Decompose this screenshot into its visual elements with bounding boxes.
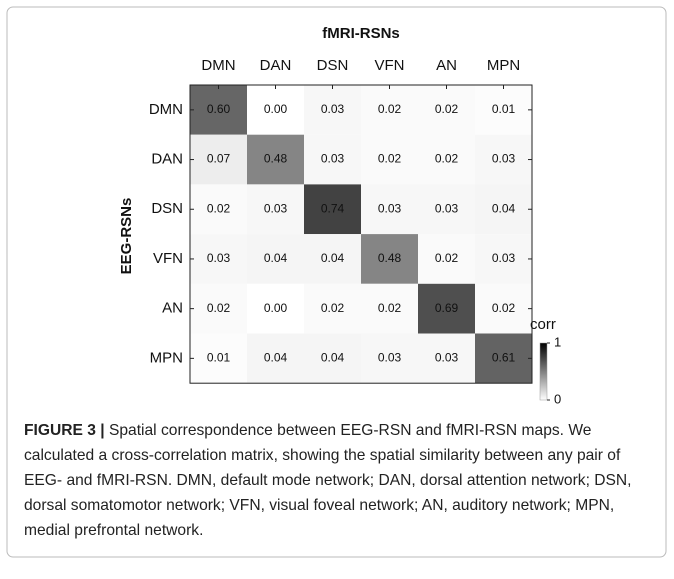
cell-label: 0.69 — [435, 301, 459, 315]
cell-label: 0.00 — [264, 102, 288, 116]
y-tick-label: MPN — [150, 349, 183, 366]
cell — [475, 283, 532, 334]
cell-label: 0.02 — [492, 301, 516, 315]
cell — [190, 333, 247, 384]
colorbar-label: corr — [530, 316, 556, 333]
cell — [475, 134, 532, 185]
y-tick-label: DMN — [149, 101, 183, 118]
cell-label: 0.02 — [321, 301, 345, 315]
x-tick-label: DMN — [201, 57, 235, 74]
cell-label: 0.01 — [492, 102, 516, 116]
cell-label: 0.03 — [321, 152, 345, 166]
cell — [361, 184, 418, 235]
y-tick-label: AN — [162, 300, 183, 317]
cell — [418, 283, 475, 334]
cell-label: 0.02 — [435, 152, 459, 166]
cell-label: 0.03 — [378, 351, 402, 365]
cell-label: 0.02 — [435, 102, 459, 116]
cell — [247, 283, 304, 334]
colorbar — [539, 342, 548, 401]
y-tick-label: DAN — [151, 151, 183, 168]
cell-label: 0.74 — [321, 201, 345, 215]
cell-label: 0.03 — [435, 351, 459, 365]
cell — [247, 85, 304, 135]
x-tick-label: MPN — [487, 57, 520, 74]
cell — [418, 234, 475, 284]
cell — [190, 184, 247, 235]
chart-title: fMRI-RSNs — [322, 25, 400, 42]
cell-label: 0.48 — [264, 152, 288, 166]
cell-label: 0.03 — [321, 102, 345, 116]
cell-label: 0.04 — [264, 351, 288, 365]
cell — [418, 85, 475, 135]
cell — [304, 134, 361, 185]
cell-label: 0.02 — [378, 152, 402, 166]
cell — [304, 85, 361, 135]
x-tick-label: VFN — [375, 57, 405, 74]
cell — [361, 333, 418, 384]
cell-label: 0.02 — [378, 102, 402, 116]
caption-label: FIGURE 3 | — [24, 422, 105, 439]
cell-label: 0.02 — [378, 301, 402, 315]
colorbar-tick-label: 0 — [554, 391, 561, 406]
cell-label: 0.03 — [207, 251, 231, 265]
cell-label: 0.02 — [207, 201, 231, 215]
cell — [304, 184, 361, 235]
cell-label: 0.04 — [492, 201, 516, 215]
y-tick-label: DSN — [151, 200, 183, 217]
cell-label: 0.04 — [321, 351, 345, 365]
y-tick-label: VFN — [153, 250, 183, 267]
cell-label: 0.03 — [492, 152, 516, 166]
cell-label: 0.04 — [264, 251, 288, 265]
cell-label: 0.07 — [207, 152, 231, 166]
caption: FIGURE 3 | Spatial correspondence betwee… — [24, 418, 652, 543]
cell — [190, 283, 247, 334]
frame — [6, 6, 667, 558]
cell — [247, 184, 304, 235]
cell — [475, 234, 532, 284]
cell — [418, 134, 475, 185]
cell-label: 0.00 — [264, 301, 288, 315]
matrix-border — [189, 84, 533, 384]
cell-label: 0.04 — [321, 251, 345, 265]
x-tick-label: DSN — [317, 57, 349, 74]
cell-label: 0.48 — [378, 251, 402, 265]
cell — [361, 134, 418, 185]
cell-label: 0.03 — [264, 201, 288, 215]
cell — [475, 333, 532, 384]
cell — [418, 184, 475, 235]
cell — [190, 234, 247, 284]
cell — [190, 85, 247, 135]
x-tick-label: DAN — [260, 57, 292, 74]
cell — [247, 234, 304, 284]
cell-label: 0.03 — [435, 201, 459, 215]
cell — [418, 333, 475, 384]
cell — [304, 333, 361, 384]
colorbar-tick-label: 1 — [554, 334, 561, 349]
cell — [475, 85, 532, 135]
cell — [361, 85, 418, 135]
cell-label: 0.03 — [492, 251, 516, 265]
cell — [190, 134, 247, 185]
caption-text: Spatial correspondence between EEG-RSN a… — [24, 422, 632, 539]
cell — [361, 234, 418, 284]
cell — [304, 283, 361, 334]
cell-label: 0.60 — [207, 102, 231, 116]
y-axis-label: EEG-RSNs — [118, 198, 135, 275]
cell — [361, 283, 418, 334]
cell — [247, 333, 304, 384]
cell — [475, 184, 532, 235]
cell-label: 0.02 — [435, 251, 459, 265]
cell — [247, 134, 304, 185]
cell-label: 0.01 — [207, 351, 231, 365]
cell-label: 0.61 — [492, 351, 516, 365]
cell — [304, 234, 361, 284]
cell-label: 0.02 — [207, 301, 231, 315]
cell-label: 0.03 — [378, 201, 402, 215]
x-tick-label: AN — [436, 57, 457, 74]
